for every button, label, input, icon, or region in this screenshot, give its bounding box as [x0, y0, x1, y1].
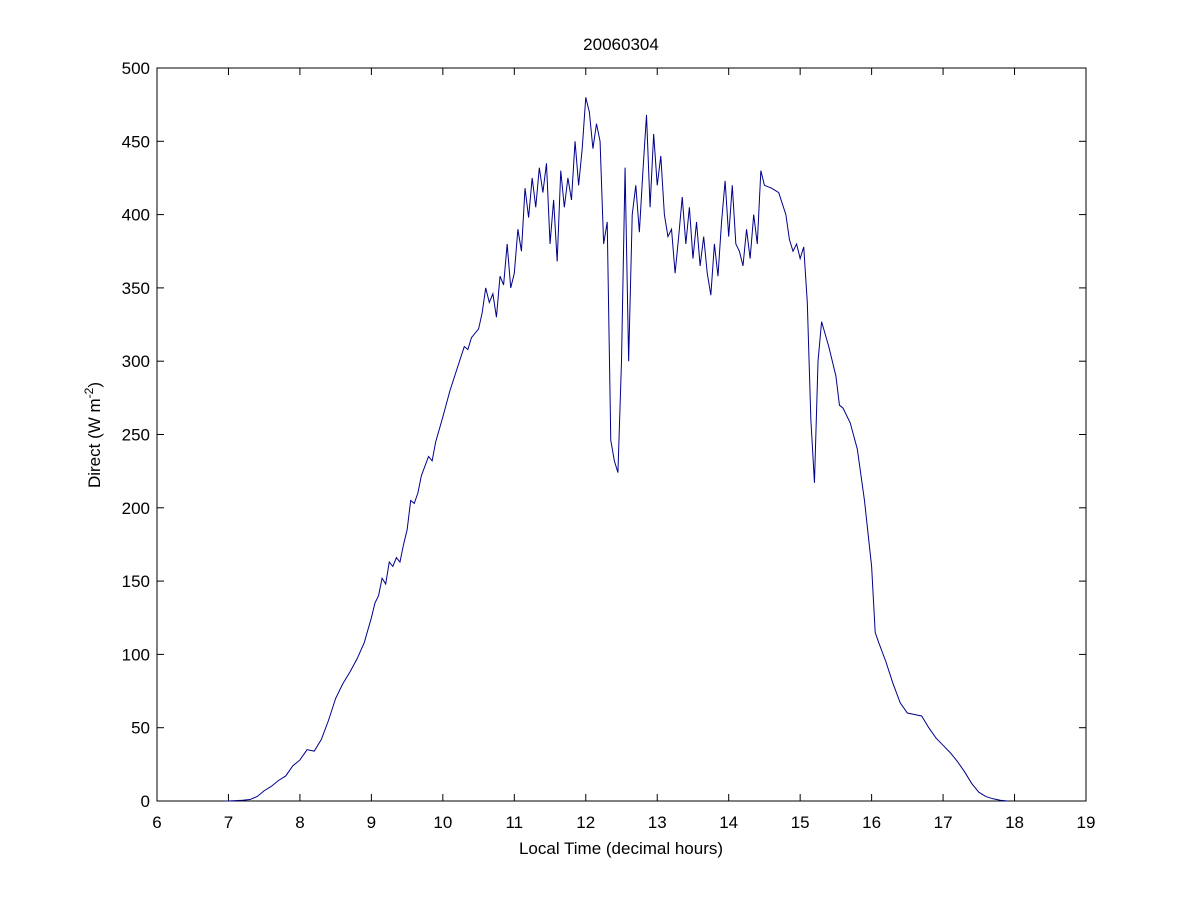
y-label-tail: )	[85, 382, 104, 388]
y-tick-label: 50	[131, 719, 150, 738]
x-tick-label: 17	[934, 813, 953, 832]
data-line	[224, 97, 1008, 802]
y-tick-label: 350	[122, 279, 150, 298]
y-tick-label: 150	[122, 572, 150, 591]
y-axis-label: Direct (W m-2)	[82, 382, 104, 488]
y-tick-label: 250	[122, 426, 150, 445]
x-tick-label: 15	[791, 813, 810, 832]
x-tick-label: 6	[152, 813, 161, 832]
y-tick-label: 200	[122, 499, 150, 518]
x-tick-label: 9	[367, 813, 376, 832]
x-tick-label: 12	[576, 813, 595, 832]
x-tick-label: 10	[433, 813, 452, 832]
x-tick-label: 13	[648, 813, 667, 832]
x-tick-label: 19	[1077, 813, 1096, 832]
y-tick-label: 100	[122, 645, 150, 664]
y-label-text: Direct (W m	[85, 398, 104, 488]
y-tick-label: 0	[141, 792, 150, 811]
y-tick-label: 300	[122, 352, 150, 371]
x-axis-label: Local Time (decimal hours)	[519, 839, 723, 858]
x-tick-label: 7	[224, 813, 233, 832]
chart-title: 20060304	[583, 35, 659, 54]
plot-area	[156, 67, 1087, 802]
x-tick-label: 14	[719, 813, 738, 832]
y-tick-label: 450	[122, 132, 150, 151]
x-tick-label: 8	[295, 813, 304, 832]
x-tick-label: 16	[862, 813, 881, 832]
y-tick-label: 400	[122, 206, 150, 225]
y-label-sup: -2	[82, 387, 96, 398]
x-tick-label: 11	[505, 813, 523, 832]
y-tick-label: 500	[122, 59, 150, 78]
x-tick-label: 18	[1005, 813, 1024, 832]
